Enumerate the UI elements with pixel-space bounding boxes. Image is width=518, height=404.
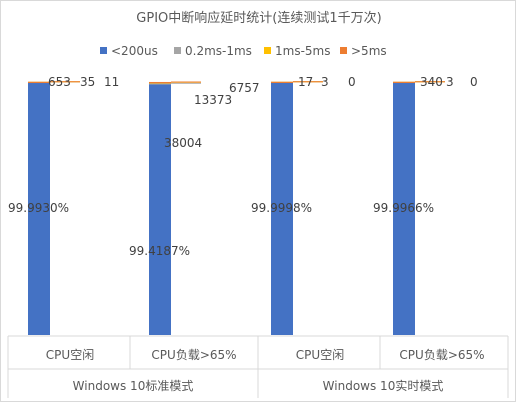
bar-3-3	[393, 81, 415, 83]
legend: <200us 0.2ms-1ms 1ms-5ms >5ms	[100, 44, 387, 58]
value-label-0-1: 653	[48, 75, 71, 89]
legend-swatch-0	[100, 47, 107, 54]
category-label-2: CPU空闲	[296, 348, 344, 362]
value-label-2-3: 0	[348, 75, 356, 89]
value-label-3-1: 340	[420, 75, 443, 89]
value-label-1-2: 13373	[194, 93, 232, 107]
value-label-2-2: 3	[321, 75, 329, 89]
percent-label-0: 99.9930%	[8, 201, 69, 215]
legend-label-2: 1ms-5ms	[275, 44, 330, 58]
value-label-1-1: 38004	[164, 136, 202, 150]
bar-2-3	[271, 81, 293, 83]
percent-label-1: 99.4187%	[129, 244, 190, 258]
bar-0-3	[28, 81, 50, 84]
bar-1-3	[149, 81, 171, 84]
bar-3-0	[393, 83, 415, 336]
value-label-3-2: 3	[446, 75, 454, 89]
category-axis: CPU空闲 CPU负载>65% CPU空闲 CPU负载>65% Windows 10标准…	[7, 335, 509, 398]
value-label-3-3: 0	[470, 75, 478, 89]
percent-label-2: 99.9998%	[251, 201, 312, 215]
legend-swatch-1	[174, 47, 181, 54]
bars	[28, 81, 445, 336]
category-label-0: CPU空闲	[46, 348, 94, 362]
legend-label-3: >5ms	[351, 44, 387, 58]
bar-2-0	[271, 83, 293, 335]
legend-swatch-3	[340, 47, 347, 54]
value-label-2-1: 17	[298, 75, 313, 89]
category-label-1: CPU负载>65%	[151, 348, 236, 362]
legend-label-1: 0.2ms-1ms	[185, 44, 252, 58]
percent-label-3: 99.9966%	[373, 201, 434, 215]
bar-1-0	[149, 84, 171, 336]
legend-swatch-2	[264, 47, 271, 54]
group-label-1: Windows 10实时模式	[323, 378, 444, 393]
group-label-0: Windows 10标准模式	[73, 379, 194, 393]
value-label-0-3: 11	[104, 75, 119, 89]
bar-0-0	[28, 83, 50, 336]
value-label-0-2: 35	[80, 75, 95, 89]
legend-label-0: <200us	[111, 44, 158, 58]
bar-1-1	[149, 83, 171, 85]
category-label-3: CPU负载>65%	[399, 348, 484, 362]
chart-title: GPIO中断响应延时统计(连续测试1千万次)	[136, 10, 381, 26]
value-label-1-3: 6757	[229, 81, 260, 95]
data-labels: 99.9930% 99.4187% 99.9998% 99.9966% 653 38004…	[8, 75, 478, 258]
